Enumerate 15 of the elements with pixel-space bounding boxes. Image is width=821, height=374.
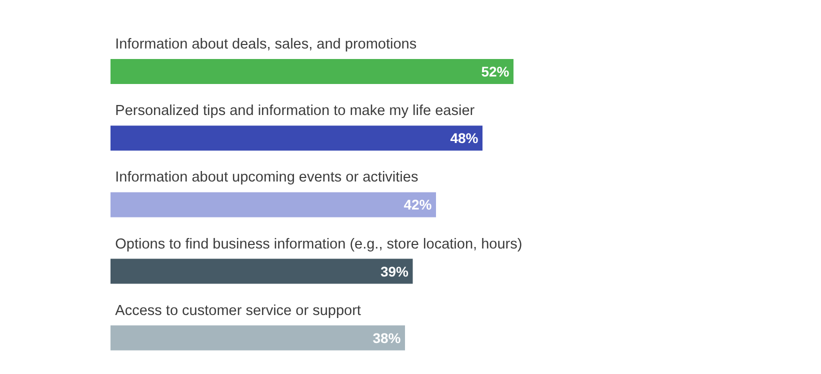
data-label: 38% xyxy=(372,330,402,346)
y-tick-label: Access to customer service or support xyxy=(115,302,361,319)
bar xyxy=(110,59,514,84)
y-tick-label: Information about deals, sales, and promotions xyxy=(115,36,417,52)
data-label: 39% xyxy=(380,263,410,280)
y-tick-label: Options to find business information (e.g., store location, hours) xyxy=(115,236,522,252)
bar xyxy=(110,258,413,284)
data-label: 42% xyxy=(404,196,432,213)
bar xyxy=(110,325,405,350)
bar xyxy=(110,126,482,151)
y-tick-label: Personalized tips and information to make my life easier xyxy=(115,103,475,120)
data-label: 52% xyxy=(481,64,510,80)
bar xyxy=(110,192,436,218)
data-label: 48% xyxy=(450,130,479,146)
y-tick-label: Information about upcoming events or activities xyxy=(115,170,418,186)
